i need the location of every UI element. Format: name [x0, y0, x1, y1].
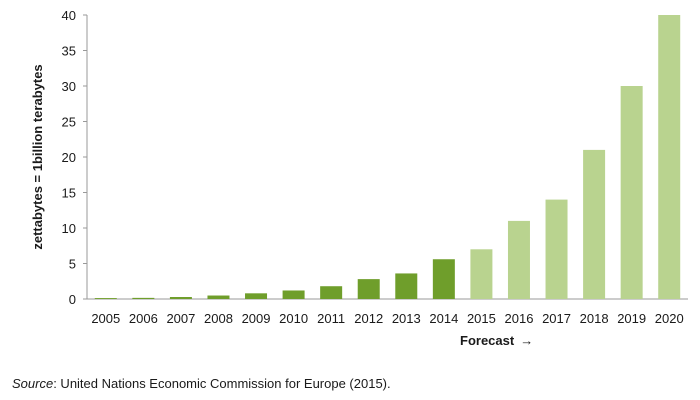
- x-tick-label: 2007: [166, 311, 195, 326]
- x-tick-label: 2013: [392, 311, 421, 326]
- x-tick-label: 2006: [129, 311, 158, 326]
- bar: [432, 259, 455, 299]
- y-tick-label: 20: [62, 150, 76, 165]
- y-tick-label: 0: [69, 292, 76, 307]
- bar: [357, 279, 380, 299]
- y-tick-label: 5: [69, 257, 76, 272]
- x-tick-label: 2005: [91, 311, 120, 326]
- bar: [282, 290, 305, 299]
- x-tick-label: 2012: [354, 311, 383, 326]
- x-tick-label: 2014: [429, 311, 458, 326]
- forecast-arrow-icon: →: [520, 333, 534, 348]
- x-tick-label: 2015: [467, 311, 496, 326]
- bar: [94, 298, 117, 299]
- forecast-label: Forecast: [460, 333, 515, 348]
- bar: [395, 273, 418, 299]
- bar: [545, 199, 568, 299]
- y-tick-label: 15: [62, 186, 76, 201]
- bar: [320, 286, 343, 299]
- bar: [132, 297, 155, 299]
- x-tick-label: 2009: [242, 311, 271, 326]
- y-tick-label: 40: [62, 8, 76, 23]
- bar: [207, 295, 230, 299]
- x-tick-label: 2018: [580, 311, 609, 326]
- source-text: : United Nations Economic Commission for…: [53, 376, 391, 391]
- bar: [620, 86, 643, 299]
- bar: [658, 15, 681, 299]
- y-tick-label: 35: [62, 44, 76, 59]
- x-tick-label: 2017: [542, 311, 571, 326]
- x-tick-label: 2016: [505, 311, 534, 326]
- x-tick-label: 2011: [317, 311, 345, 326]
- bar: [583, 149, 606, 299]
- x-tick-label: 2019: [617, 311, 646, 326]
- bar: [245, 293, 268, 299]
- bar: [169, 297, 192, 299]
- source-label: Source: [12, 376, 54, 391]
- forecast-annotation: Forecast →: [460, 333, 533, 348]
- y-tick-label: 30: [62, 79, 76, 94]
- bar: [470, 249, 493, 299]
- x-tick-label: 2010: [279, 311, 308, 326]
- x-tick-label: 2020: [655, 311, 684, 326]
- y-tick-label: 25: [62, 115, 76, 130]
- y-axis-label: zettabytes = 1billion terabytes: [30, 64, 45, 249]
- bar: [507, 220, 530, 299]
- x-tick-label: 2008: [204, 311, 233, 326]
- y-tick-label: 10: [62, 221, 76, 236]
- source-note: Source: United Nations Economic Commissi…: [12, 376, 391, 391]
